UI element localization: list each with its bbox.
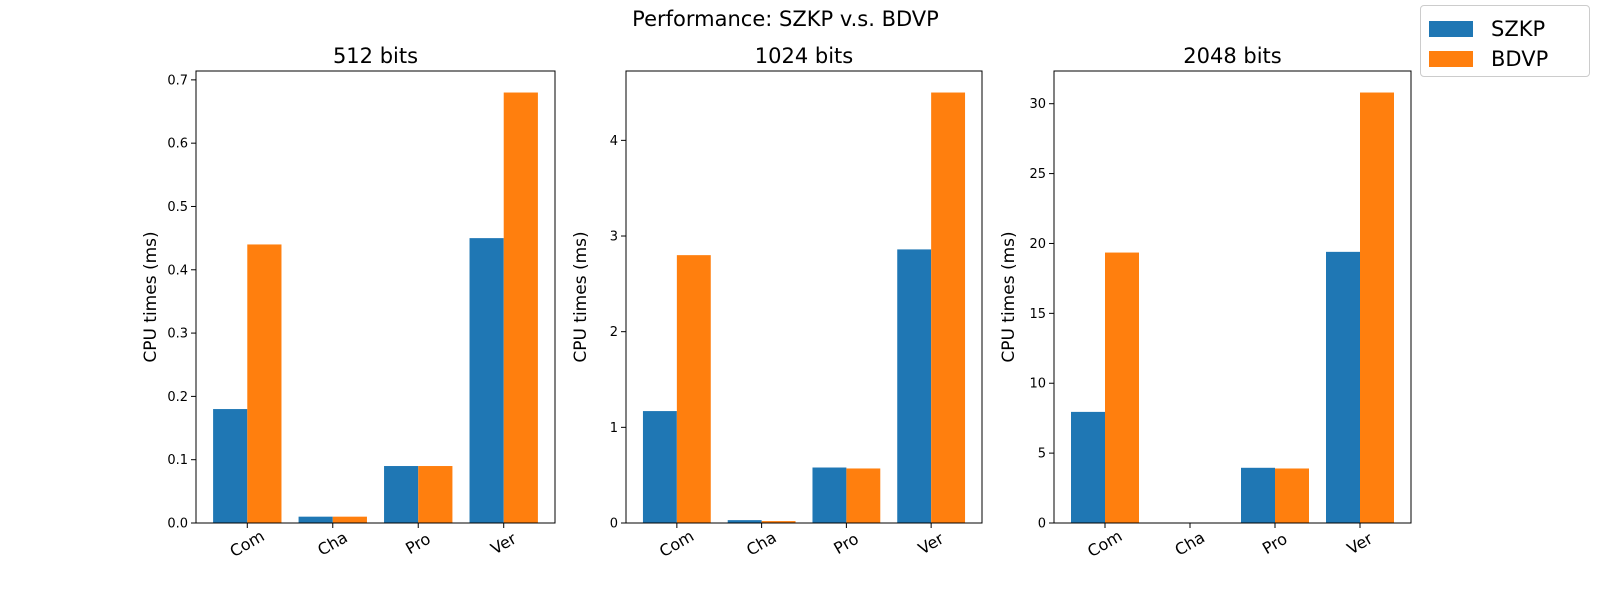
bar-szkp-ver (469, 238, 504, 524)
y-tick-label: 1 (610, 421, 618, 436)
legend-label-bdvp: BDVP (1491, 47, 1549, 71)
y-tick-label: 0 (610, 517, 618, 532)
y-tick-label: 5 (1038, 447, 1046, 462)
x-tick-label: Ver (487, 529, 519, 559)
x-tick-label: Com (226, 526, 267, 561)
figure-title: Performance: SZKP v.s. BDVP (632, 7, 939, 31)
bar-bdvp-pro (1275, 468, 1309, 523)
y-tick-label: 15 (1029, 307, 1046, 322)
legend: SZKP BDVP (1420, 5, 1590, 77)
bar-bdvp-cha (332, 516, 367, 523)
x-tick-label: Cha (1172, 528, 1208, 560)
legend-swatch-bdvp (1429, 51, 1473, 67)
bar-szkp-ver (1326, 251, 1360, 524)
x-tick-label: Pro (830, 529, 861, 558)
bar-szkp-pro (1241, 467, 1275, 523)
bar-szkp-pro (812, 467, 847, 523)
bar-bdvp-pro (418, 466, 453, 523)
bar-bdvp-ver (1360, 92, 1394, 524)
bar-bdvp-com (1105, 252, 1139, 523)
y-axis-label: CPU times (ms) (999, 231, 1019, 362)
bar-szkp-com (1071, 411, 1105, 523)
bar-bdvp-cha (761, 521, 796, 523)
y-tick-label: 0.2 (167, 390, 188, 405)
panel-title: 2048 bits (1183, 44, 1281, 68)
legend-entry-bdvp: BDVP (1429, 46, 1548, 72)
y-tick-label: 0.4 (167, 263, 188, 278)
x-tick-label: Cha (314, 528, 350, 560)
y-tick-label: 0.0 (167, 517, 188, 532)
legend-label-szkp: SZKP (1491, 17, 1546, 41)
x-tick-label: Pro (1259, 529, 1290, 558)
y-tick-label: 25 (1029, 167, 1046, 182)
bar-szkp-pro (384, 466, 419, 523)
bar-bdvp-com (247, 244, 282, 523)
panel-title: 512 bits (333, 44, 418, 68)
y-axis-label: CPU times (ms) (141, 231, 161, 362)
y-tick-label: 0.1 (167, 453, 188, 468)
bar-szkp-com (213, 409, 248, 523)
bar-bdvp-com (676, 255, 711, 524)
y-tick-label: 0 (1038, 517, 1046, 532)
x-tick-label: Ver (915, 529, 947, 559)
y-tick-label: 0.3 (167, 327, 188, 342)
bar-bdvp-ver (931, 92, 966, 524)
x-tick-label: Com (1084, 526, 1125, 561)
bar-szkp-cha (727, 520, 762, 523)
y-tick-label: 0.7 (167, 73, 188, 88)
y-tick-label: 2 (610, 325, 618, 340)
y-tick-label: 3 (610, 230, 618, 245)
x-tick-label: Cha (743, 528, 779, 560)
y-tick-label: 0.6 (167, 137, 188, 152)
bar-szkp-com (642, 411, 677, 523)
y-tick-label: 20 (1029, 237, 1046, 252)
axes-frame (625, 70, 983, 524)
y-tick-label: 30 (1029, 97, 1046, 112)
y-tick-label: 0.5 (167, 200, 188, 215)
bar-bdvp-ver (503, 92, 538, 524)
y-tick-label: 10 (1029, 377, 1046, 392)
x-tick-label: Pro (402, 529, 433, 558)
bar-szkp-ver (897, 249, 932, 524)
y-axis-label: CPU times (ms) (571, 231, 591, 362)
bar-szkp-cha (298, 516, 333, 523)
panel-title: 1024 bits (755, 44, 853, 68)
x-tick-label: Com (656, 526, 697, 561)
legend-entry-szkp: SZKP (1429, 16, 1545, 42)
bar-bdvp-pro (846, 468, 881, 523)
y-tick-label: 4 (610, 134, 618, 149)
axes-frame (195, 70, 556, 524)
legend-swatch-szkp (1429, 21, 1473, 37)
x-tick-label: Ver (1344, 529, 1376, 559)
axes-frame (1053, 70, 1412, 524)
